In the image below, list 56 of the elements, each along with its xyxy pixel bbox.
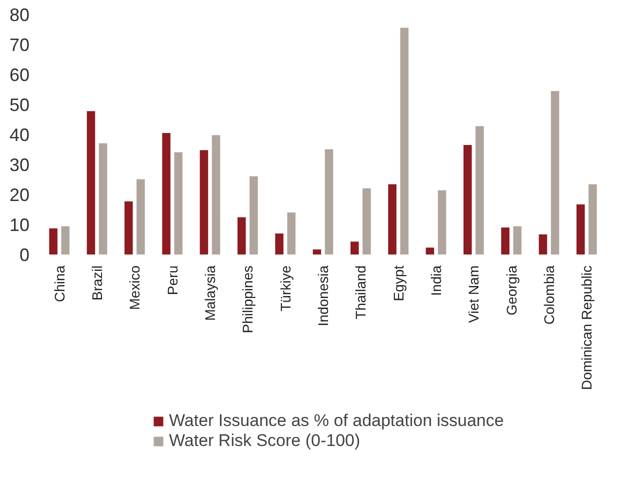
x-tick-label: China <box>51 265 68 302</box>
bar <box>98 143 108 254</box>
y-tick-label: 0 <box>19 245 30 265</box>
y-tick-label: 80 <box>9 5 30 25</box>
x-tick-label: Brazil <box>89 265 105 301</box>
y-tick-label: 70 <box>9 35 30 55</box>
bar <box>275 234 284 254</box>
bar <box>61 226 70 254</box>
x-tick-label: Viet Nam <box>466 265 482 323</box>
bar <box>501 228 510 254</box>
bar <box>550 91 560 254</box>
bar <box>162 133 170 254</box>
y-tick-label: 60 <box>9 65 30 85</box>
x-tick-label: Egypt <box>390 265 406 302</box>
bar <box>200 150 208 254</box>
y-tick-label: 50 <box>9 95 30 115</box>
x-tick-label: Indonesia <box>315 265 331 326</box>
x-tick-label: Türkiye <box>277 265 294 312</box>
legend-label: Water Issuance as % of adaptation issuance <box>169 411 504 431</box>
x-tick-label: India <box>428 265 444 296</box>
bar <box>513 226 522 254</box>
bar <box>174 152 183 254</box>
bar <box>388 184 396 254</box>
x-tick-label: Thailand <box>352 266 369 320</box>
x-tick-label: Georgia <box>503 265 520 316</box>
bar <box>426 248 434 254</box>
bar <box>250 176 258 254</box>
bar <box>350 242 359 254</box>
y-tick-label: 20 <box>9 185 30 205</box>
bar <box>362 188 371 254</box>
y-tick-label: 10 <box>9 215 30 235</box>
bar <box>212 135 220 254</box>
bar <box>124 201 133 254</box>
bar <box>588 184 597 254</box>
bar <box>136 179 145 254</box>
bar <box>576 204 585 254</box>
bar <box>538 234 548 254</box>
bar <box>312 249 322 254</box>
bar <box>438 190 446 254</box>
x-tick-label: Peru <box>164 265 180 296</box>
bar <box>400 28 409 254</box>
y-tick-label: 40 <box>9 125 30 145</box>
x-tick-label: Malaysia <box>202 265 218 321</box>
bar <box>237 217 246 254</box>
bar <box>86 111 96 254</box>
y-tick-label: 30 <box>9 155 30 175</box>
bar <box>287 212 296 254</box>
bar <box>49 228 58 254</box>
x-tick-label: Philippines <box>240 265 256 334</box>
x-tick-label: Colombia <box>541 265 557 325</box>
x-tick-label: Dominican Republic <box>578 265 595 390</box>
bar <box>324 149 334 254</box>
bar <box>463 145 472 254</box>
bar <box>476 126 484 254</box>
legend-label: Water Risk Score (0-100) <box>169 431 360 451</box>
x-tick-label: Mexico <box>126 265 143 310</box>
